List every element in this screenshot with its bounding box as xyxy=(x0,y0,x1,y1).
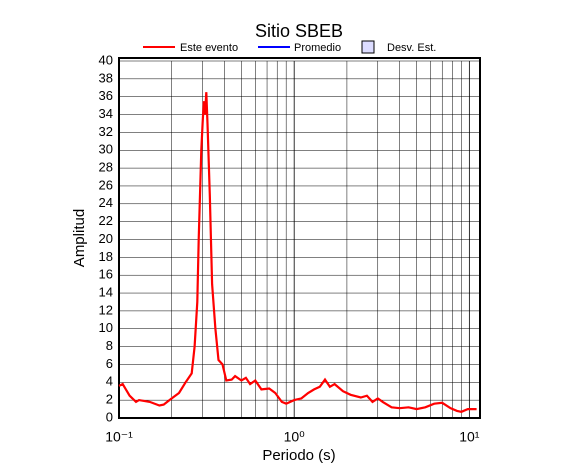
y-tick-label: 10 xyxy=(99,320,113,335)
y-tick-label: 0 xyxy=(106,409,113,424)
y-tick-label: 8 xyxy=(106,338,113,353)
chart-title: Sitio SBEB xyxy=(255,21,343,41)
y-tick-label: 28 xyxy=(99,160,113,175)
x-tick-label: 10⁰ xyxy=(284,429,306,445)
legend-label: Desv. Est. xyxy=(387,42,436,54)
y-tick-label: 40 xyxy=(99,52,113,67)
y-tick-label: 12 xyxy=(99,302,113,317)
legend-swatch xyxy=(361,40,375,54)
legend-label: Promedio xyxy=(294,42,341,54)
y-tick-label: 38 xyxy=(99,70,113,85)
y-tick-label: 26 xyxy=(99,177,113,192)
y-axis-label: Amplitud xyxy=(71,209,88,267)
y-tick-label: 14 xyxy=(99,284,113,299)
y-tick-label: 24 xyxy=(99,195,113,210)
data-line xyxy=(118,92,477,413)
y-tick-label: 36 xyxy=(99,88,113,103)
y-tick-label: 16 xyxy=(99,267,113,282)
legend-label: Este evento xyxy=(180,42,238,54)
y-tick-label: 22 xyxy=(99,213,113,228)
y-tick-label: 20 xyxy=(99,231,113,246)
x-tick-label: 10¹ xyxy=(459,429,480,445)
x-tick-label: 10⁻¹ xyxy=(105,429,133,445)
x-axis-label: Periodo (s) xyxy=(262,447,335,464)
y-tick-label: 18 xyxy=(99,249,113,264)
y-tick-label: 34 xyxy=(99,106,113,121)
y-tick-label: 30 xyxy=(99,142,113,157)
y-tick-label: 6 xyxy=(106,356,113,371)
plot-frame xyxy=(118,57,481,419)
y-tick-label: 32 xyxy=(99,124,113,139)
y-tick-label: 4 xyxy=(106,374,113,389)
y-tick-label: 2 xyxy=(106,392,113,407)
